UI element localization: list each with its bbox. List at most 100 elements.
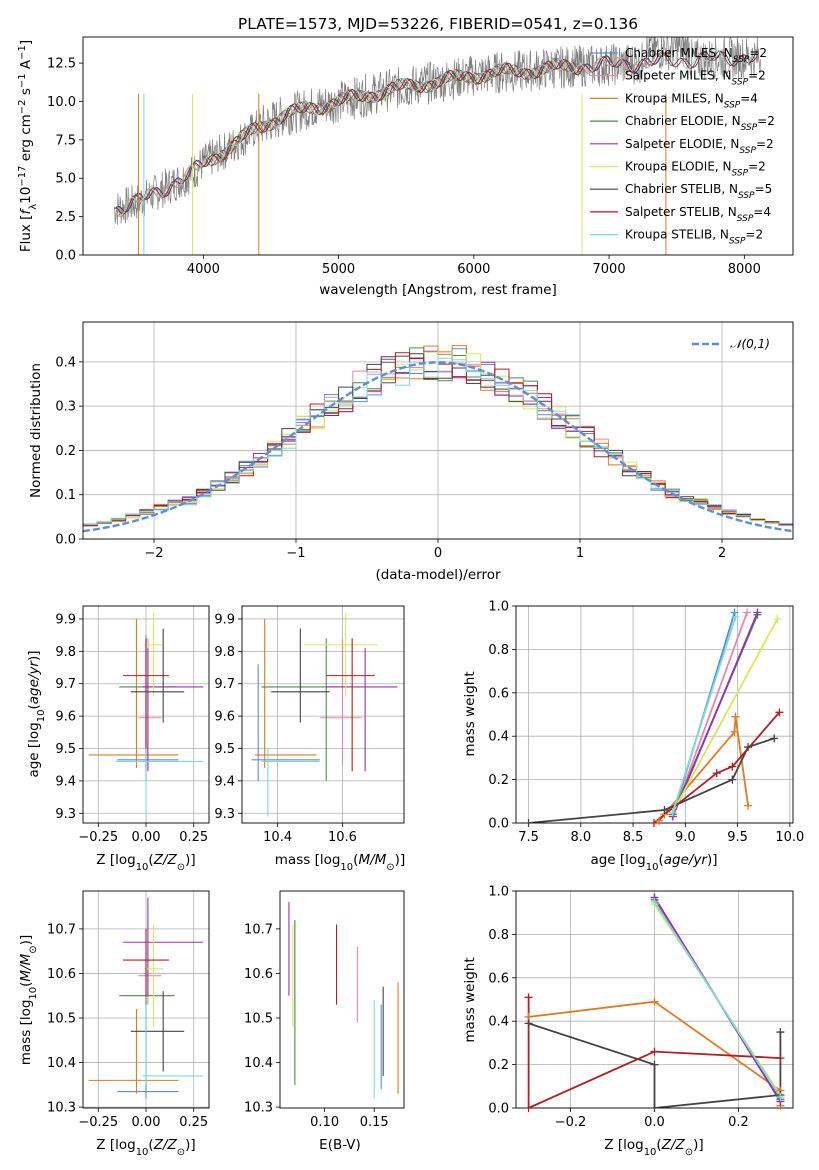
legend-eq: = [755,182,765,196]
legend-eq: = [748,69,758,83]
x-tick-label: 0.00 [132,830,161,845]
label-part: ⊙ [386,862,394,873]
residual-hist-kroupa-stelib [83,357,793,528]
x-tick-label: 7000 [593,262,626,277]
legend-n: , N [721,182,738,196]
plot-area [288,902,399,1099]
residual-histogram-panel: −2 −1 0 1 2 0.0 0.1 0.2 0.3 0.4 𝒩(0,1) (data-model)… [28,321,794,583]
label-part: ] [18,40,34,45]
y-tick-label: 10.4 [47,1056,76,1071]
spectrum-panel: 4000 5000 6000 7000 8000 0.0 2.5 5.0 7.5 10.0 12.5… [17,36,794,298]
x-axis-label: (data-model)/error [375,567,501,583]
x-tick-label: 0.2 [728,1115,749,1130]
axes: 4000 5000 6000 7000 8000 0.0 2.5 5.0 7.5 10.0 12.5 [47,36,794,277]
label-part: ( [656,1137,661,1153]
legend-model: Kroupa ELODIE [625,160,715,174]
y-tick-label: 9.3 [55,807,76,822]
x-tick-label: −0.25 [78,830,118,845]
legend-n: , N [716,46,733,60]
normal-curve [83,361,793,533]
y-tick-label: 10.0 [47,95,76,110]
x-tick-label: 2 [718,546,726,561]
mw-line-chabrier-stelib [528,1022,782,1108]
x-tick-label: 0.00 [132,1115,161,1130]
y-axis-label: Flux [fλ10−17 erg cm−2 s−1 A−1] [17,40,39,252]
legend-ssp: SSP [729,237,746,247]
x-tick-label: 4000 [187,262,220,277]
label-part: )] [395,852,406,868]
mw-marker-salpeter-elodie [753,608,762,617]
mw-marker-chabrier-stelib [728,775,737,784]
axes: −0.25 0.00 0.25 9.3 9.4 9.5 9.6 9.7 9.8 9.9 [55,605,210,845]
mw-marker-salpeter-miles [743,608,752,617]
legend-model: Kroupa MILES [625,91,707,105]
label-part: mass [log [275,852,341,868]
mw-line-salpeter-elodie [671,612,759,817]
y-tick-label: 0.6 [488,971,509,986]
axes-frame [82,321,794,540]
mw-marker-kroupa-elodie [773,615,782,624]
y-tick-label: 9.9 [214,612,235,627]
y-tick-label: 0.4 [488,1015,509,1030]
label-part: )] [185,852,196,868]
axes: −0.2 0.0 0.2 0.0 0.2 0.4 0.6 0.8 1.0 [488,885,794,1130]
mw-marker-chabrier-stelib [650,1104,659,1112]
mw-marker-kroupa-miles [650,997,659,1006]
mw-marker-salpeter-stelib [712,769,721,778]
x-tick-label: 10.4 [263,830,292,845]
y-tick-label: 9.5 [214,742,235,757]
legend-nssp: 2 [759,46,767,60]
label-part: ( [148,852,153,868]
mw-line-kroupa-stelib [653,901,782,1098]
axes-frame [279,890,405,1109]
legend-ssp: SSP [737,214,754,224]
mw-marker-kroupa-stelib [776,1093,785,1102]
label-part: 10 [36,710,47,723]
grid [242,606,404,823]
mw-marker-salpeter-stelib [650,1047,659,1056]
legend-entry: Salpeter MILES, NSSP=2 [625,69,766,88]
label-part: ( [658,852,663,868]
x-tick-label: 0 [434,546,442,561]
label-part: s [18,88,34,99]
observed-spectrum [113,37,761,225]
legend-n: , N [712,228,729,242]
plot-area [113,37,761,255]
label-part: Z/Z [153,1137,178,1153]
mw-marker-kroupa-stelib [731,612,740,621]
plot-area [528,612,781,823]
label-part: )] [707,852,718,868]
x-tick-label: 10.0 [775,830,804,845]
legend-entry: Kroupa ELODIE, NSSP=2 [625,160,766,179]
legend-nssp: 4 [763,205,771,219]
x-tick-label: 0.0 [644,1115,665,1130]
label-part: 10 [18,187,34,204]
label-part: λ [28,204,39,210]
legend-nssp: 2 [766,137,774,151]
legend-entry: Chabrier MILES, NSSP=2 [625,46,767,65]
mw-line-kroupa-elodie [672,618,779,813]
axes-frame [82,605,210,824]
y-tick-label: 9.6 [55,710,76,725]
y-tick-label: 9.9 [55,612,76,627]
x-tick-label: 10.6 [328,830,357,845]
y-tick-label: 0.0 [55,533,76,548]
y-tick-label: 9.8 [214,645,235,660]
legend-eq: = [753,205,763,219]
legend-entry: Salpeter STELIB, NSSP=4 [625,205,771,224]
x-axis-label: Z [log10(Z/Z⊙)] [96,852,195,873]
y-tick-label: 12.5 [47,57,76,72]
y-tick-label: 9.4 [214,774,235,789]
x-tick-label: 6000 [457,262,490,277]
label-part: )] [18,935,34,946]
label-part: ⊙ [177,1147,185,1158]
legend-model: Kroupa STELIB [625,228,712,242]
mw-marker-kroupa-stelib [650,897,659,906]
y-tick-label: 9.8 [55,645,76,660]
label-part: 10 [136,1147,149,1158]
x-tick-label: 9.0 [675,830,696,845]
axes: 7.5 8.0 8.5 9.0 9.5 10.0 0.0 0.2 0.4 0.6 0.8 1.0 [488,600,804,846]
label-part: ( [353,852,358,868]
massweight-vs-metallicity-panel: −0.2 0.0 0.2 0.0 0.2 0.4 0.6 0.8 1.0 Z [log10(Z/Z… [462,885,794,1158]
